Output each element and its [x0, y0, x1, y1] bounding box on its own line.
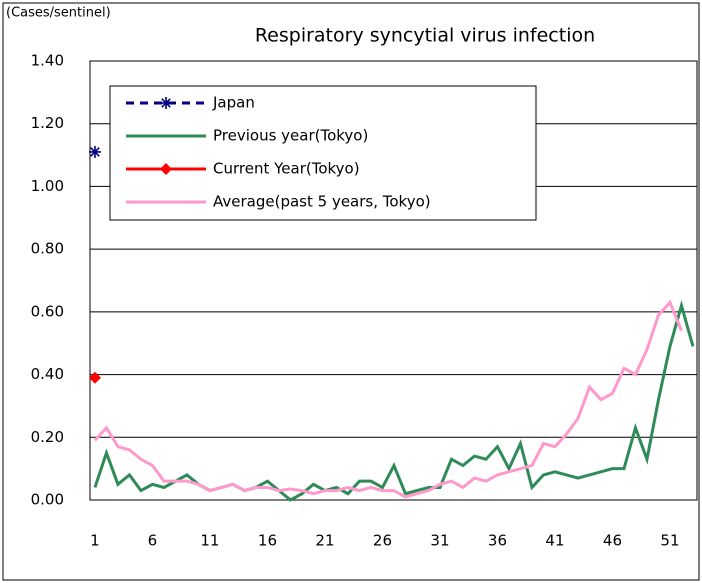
x-tick-label: 16	[258, 532, 277, 550]
y-tick-label: 1.00	[31, 177, 64, 195]
legend-label: Average(past 5 years, Tokyo)	[213, 193, 431, 211]
legend-label: Japan	[212, 94, 255, 112]
y-tick-label: 0.40	[31, 365, 64, 383]
x-tick-label: 31	[430, 532, 449, 550]
marker-star	[88, 145, 101, 158]
series-line	[93, 300, 695, 502]
chart-title: Respiratory syncytial virus infection	[255, 25, 595, 47]
x-tick-label: 36	[488, 532, 507, 550]
legend: Japan Previous year(Tokyo) Current Year(To…	[109, 85, 537, 221]
y-tick-label: 0.60	[31, 302, 64, 320]
x-tick-label: 46	[603, 532, 622, 550]
x-tick-label: 1	[90, 532, 100, 550]
x-tick-label: 26	[373, 532, 392, 550]
x-tick-label: 6	[148, 532, 158, 550]
y-tick-label: 1.40	[31, 52, 64, 70]
series-line	[93, 299, 683, 499]
x-tick-label: 21	[315, 532, 334, 550]
marker-diamond	[160, 163, 172, 175]
x-tick-label: 41	[545, 532, 564, 550]
y-tick-label: 0.80	[31, 240, 64, 258]
legend-box	[109, 85, 537, 221]
y-tick-label: 0.00	[31, 491, 64, 509]
y-tick-label: 0.20	[31, 428, 64, 446]
y-tick-label: 1.20	[31, 114, 64, 132]
x-tick-label: 51	[660, 532, 679, 550]
legend-label: Current Year(Tokyo)	[213, 160, 360, 178]
x-tick-label: 11	[200, 532, 219, 550]
marker-diamond	[88, 371, 101, 384]
marker-star	[160, 97, 172, 109]
y-axis-label: (Cases/sentinel)	[6, 6, 111, 21]
legend-label: Previous year(Tokyo)	[213, 127, 368, 145]
